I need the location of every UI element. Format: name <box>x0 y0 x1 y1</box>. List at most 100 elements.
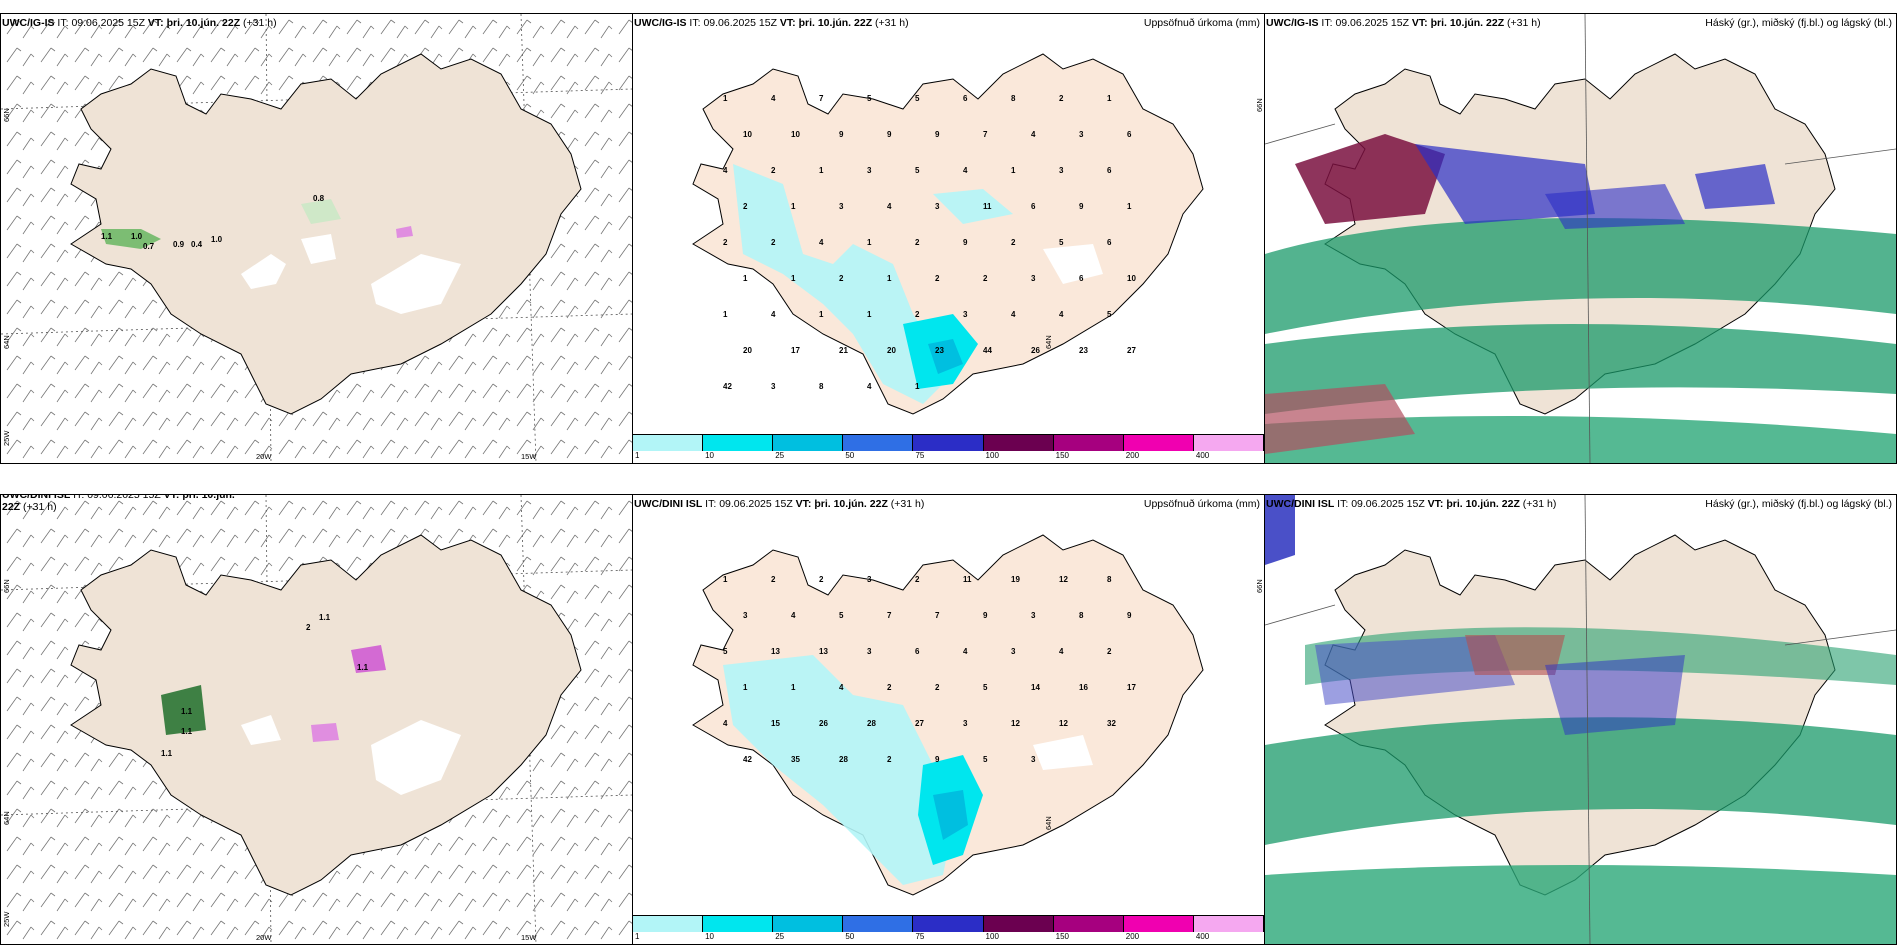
panel-bottom-wind: UWC/DINI ISL IT: 09.06.2025 15Z VT: þri.… <box>0 494 633 945</box>
precip-value: 2 <box>1011 238 1016 247</box>
precip-value: 4 <box>963 647 968 656</box>
colorbar-cell <box>843 435 914 451</box>
precip-map-bottom <box>692 534 1204 896</box>
lat-66-label: 66N <box>1255 579 1264 593</box>
precip-value: 9 <box>839 130 844 139</box>
colorbar-cell <box>913 435 984 451</box>
colorbar-cell <box>1053 435 1124 451</box>
panel-title: UWC/IG-IS IT: 09.06.2025 15Z VT: þri. 10… <box>2 17 277 29</box>
precip-value: 12 <box>1011 719 1020 728</box>
lon-20-label: 20W <box>256 452 272 461</box>
precip-value: 4 <box>963 166 968 175</box>
lat-66-label: 66N <box>2 108 11 122</box>
precip-value: 8 <box>1107 575 1112 584</box>
colorbar-cell <box>1053 916 1124 932</box>
precip-value: 2 <box>723 238 728 247</box>
colorbar-cell <box>703 435 774 451</box>
precip-value: 14 <box>1031 683 1040 692</box>
panel-top-precip: UWC/IG-IS IT: 09.06.2025 15Z VT: þri. 10… <box>632 13 1265 464</box>
colorbar-cell <box>633 916 704 932</box>
precip-value: 1 <box>723 310 728 319</box>
precip-title: Uppsöfnuð úrkoma (mm) <box>1143 498 1260 510</box>
precip-value: 3 <box>771 382 776 391</box>
colorbar-cell <box>1123 435 1194 451</box>
precip-value: 4 <box>1059 647 1064 656</box>
cloud-title: Háský (gr.), miðský (fj.bl.) og lágský (… <box>1705 17 1892 29</box>
precip-value: 1 <box>867 310 872 319</box>
precip-value: 4 <box>771 94 776 103</box>
precip-value: 1 <box>867 238 872 247</box>
precip-value: 21 <box>839 346 848 355</box>
lon-15-label: 15W <box>521 933 537 942</box>
colorbar-tick-label: 150 <box>1055 451 1070 460</box>
precip-value: 2 <box>983 274 988 283</box>
precip-value: 1 <box>915 382 920 391</box>
precip-value: 9 <box>935 755 940 764</box>
precip-value: 1 <box>887 274 892 283</box>
colorbar-cell <box>633 435 704 451</box>
precip-value: 3 <box>963 310 968 319</box>
colorbar-cell <box>983 916 1054 932</box>
precip-value: 4 <box>867 382 872 391</box>
wind-value: 1.0 <box>131 232 143 241</box>
model-name: UWC/DINI ISL <box>1266 498 1335 510</box>
colorbar-tick-label: 200 <box>1125 451 1140 460</box>
lat-64-label: 64N <box>1044 816 1053 830</box>
wind-map-top <box>1 14 632 463</box>
precip-value: 2 <box>839 274 844 283</box>
precip-value: 2 <box>887 683 892 692</box>
colorbar-cell <box>913 916 984 932</box>
forecast-offset: (+31 h) <box>243 17 277 29</box>
precip-value: 2 <box>935 274 940 283</box>
colorbar-tick-label: 150 <box>1055 932 1070 941</box>
wind-value: 0.4 <box>191 240 203 249</box>
precip-value: 6 <box>1031 202 1036 211</box>
precip-value: 8 <box>1011 94 1016 103</box>
precip-value: 4 <box>1011 310 1016 319</box>
lon-20-label: 20W <box>256 933 272 942</box>
colorbar-cell <box>1193 916 1264 932</box>
precip-value: 42 <box>723 382 732 391</box>
precip-value: 6 <box>1127 130 1132 139</box>
panel-title: UWC/DINI ISL IT: 09.06.2025 15Z VT: þri.… <box>2 494 252 513</box>
colorbar-cell <box>983 435 1054 451</box>
wind-map-bottom <box>1 495 632 944</box>
colorbar-tick-label: 200 <box>1125 932 1140 941</box>
precip-value: 7 <box>887 611 892 620</box>
lon-15-label: 15W <box>521 452 537 461</box>
precip-value: 6 <box>1107 238 1112 247</box>
precip-value: 15 <box>771 719 780 728</box>
precip-value: 3 <box>935 202 940 211</box>
wind-value: 1.1 <box>181 707 193 716</box>
precip-value: 7 <box>819 94 824 103</box>
panel-title: UWC/IG-IS IT: 09.06.2025 15Z VT: þri. 10… <box>634 17 909 29</box>
panel-title: UWC/IG-IS IT: 09.06.2025 15Z VT: þri. 10… <box>1266 17 1541 29</box>
iceland-land <box>692 534 1204 896</box>
cloud-map-bottom <box>1265 495 1896 944</box>
colorbar-ticks: 1 10 25 50 75 100 150 200 400 <box>633 932 1264 944</box>
precip-value: 4 <box>839 683 844 692</box>
precip-value: 5 <box>1107 310 1112 319</box>
wind-value: 1.1 <box>161 749 173 758</box>
precip-value: 27 <box>1127 346 1136 355</box>
precip-value: 4 <box>887 202 892 211</box>
precip-value: 26 <box>1031 346 1040 355</box>
precip-value: 2 <box>1059 94 1064 103</box>
precip-value: 5 <box>915 166 920 175</box>
colorbar-cell <box>1193 435 1264 451</box>
precip-value: 3 <box>867 647 872 656</box>
precip-value: 13 <box>771 647 780 656</box>
precip-value: 3 <box>1031 755 1036 764</box>
cloud-title: Háský (gr.), miðský (fj.bl.) og lágský (… <box>1705 498 1892 510</box>
colorbar-cell <box>1123 916 1194 932</box>
precip-value: 9 <box>983 611 988 620</box>
lat-66-label: 66N <box>1255 98 1264 112</box>
precip-value: 3 <box>1011 647 1016 656</box>
colorbar-tick-label: 50 <box>845 932 855 941</box>
precip-value: 6 <box>1107 166 1112 175</box>
precip-value: 3 <box>743 611 748 620</box>
model-name: UWC/DINI ISL <box>2 494 71 501</box>
precip-value: 3 <box>867 575 872 584</box>
precip-value: 10 <box>791 130 800 139</box>
precip-value: 1 <box>723 575 728 584</box>
